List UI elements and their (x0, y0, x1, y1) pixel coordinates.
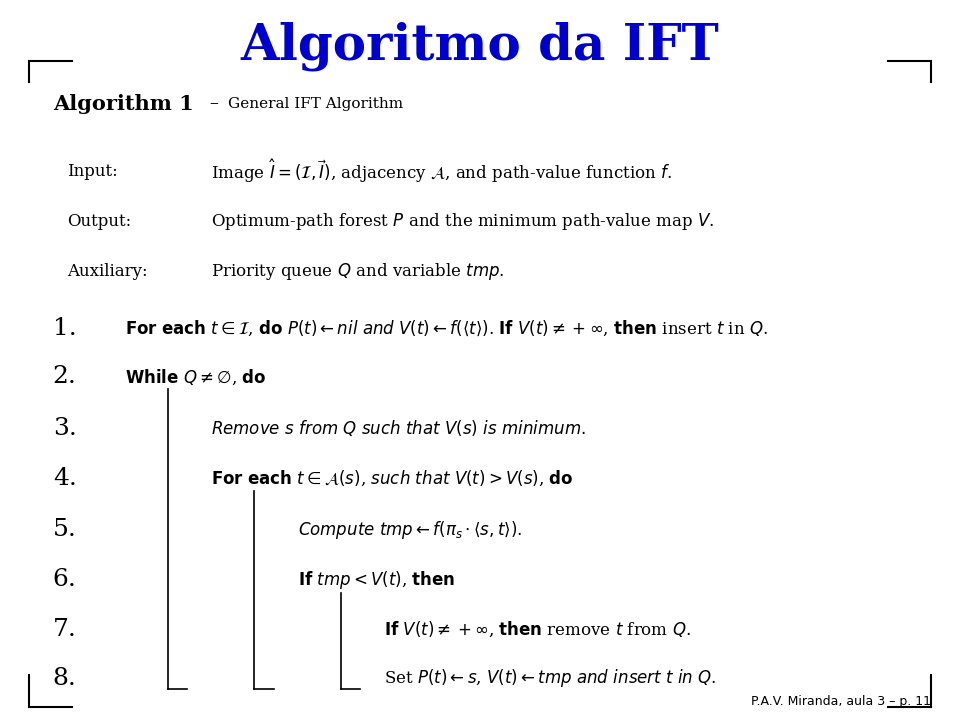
Text: –: – (209, 94, 218, 113)
Text: Output:: Output: (67, 213, 132, 230)
Text: 4.: 4. (53, 467, 77, 490)
Text: $\mathbf{While}$ $Q \neq \emptyset$, $\mathbf{do}$: $\mathbf{While}$ $Q \neq \emptyset$, $\m… (125, 367, 266, 387)
Text: Image $\hat{I} = (\mathcal{I}, \vec{I})$, adjacency $\mathcal{A}$, and path-valu: Image $\hat{I} = (\mathcal{I}, \vec{I})$… (211, 158, 672, 185)
Text: Optimum-path forest $P$ and the minimum path-value map $V$.: Optimum-path forest $P$ and the minimum … (211, 211, 715, 232)
Text: 8.: 8. (53, 667, 77, 690)
Text: Algorithm 1: Algorithm 1 (53, 94, 194, 114)
Text: Input:: Input: (67, 163, 118, 180)
Text: $\mathit{Remove}$ $s$ $\mathit{from}$ $Q$ $\mathit{such\ that}$ $V(s)$ $\mathit{: $\mathit{Remove}$ $s$ $\mathit{from}$ $Q… (211, 418, 586, 438)
Text: 3.: 3. (53, 417, 77, 440)
Text: 1.: 1. (53, 317, 77, 340)
Text: 2.: 2. (53, 366, 77, 388)
Text: Auxiliary:: Auxiliary: (67, 263, 148, 280)
Text: 7.: 7. (53, 618, 77, 641)
Text: Priority queue $Q$ and variable $tmp$.: Priority queue $Q$ and variable $tmp$. (211, 261, 505, 282)
Text: $\mathit{Compute}$ $tmp \leftarrow f(\pi_s \cdot \langle s, t \rangle)$.: $\mathit{Compute}$ $tmp \leftarrow f(\pi… (298, 519, 522, 540)
Text: Set $P(t) \leftarrow s$, $V(t) \leftarrow tmp$ $\mathit{and\ insert}$ $t$ $\math: Set $P(t) \leftarrow s$, $V(t) \leftarro… (384, 668, 716, 689)
Text: General IFT Algorithm: General IFT Algorithm (228, 96, 403, 111)
Text: 5.: 5. (53, 518, 77, 541)
Text: Algoritmo da IFT: Algoritmo da IFT (241, 21, 719, 71)
Text: $\mathbf{For\ each}$ $t \in \mathcal{A}(s)$, $\mathit{such\ that}$ $V(t) > V(s)$: $\mathbf{For\ each}$ $t \in \mathcal{A}(… (211, 468, 574, 488)
Text: 6.: 6. (53, 568, 77, 591)
Text: $\mathbf{If}$ $V(t) \neq +\infty$, $\mathbf{then}$ remove $t$ from $Q$.: $\mathbf{If}$ $V(t) \neq +\infty$, $\mat… (384, 620, 691, 640)
Text: $\mathbf{For\ each}$ $t \in \mathcal{I}$, $\mathbf{do}$ $P(t) \leftarrow nil$ $\: $\mathbf{For\ each}$ $t \in \mathcal{I}$… (125, 318, 768, 338)
Text: $\mathbf{If}$ $tmp < V(t)$, $\mathbf{then}$: $\mathbf{If}$ $tmp < V(t)$, $\mathbf{the… (298, 569, 455, 590)
Text: P.A.V. Miranda, aula 3 – p. 11: P.A.V. Miranda, aula 3 – p. 11 (751, 695, 931, 708)
